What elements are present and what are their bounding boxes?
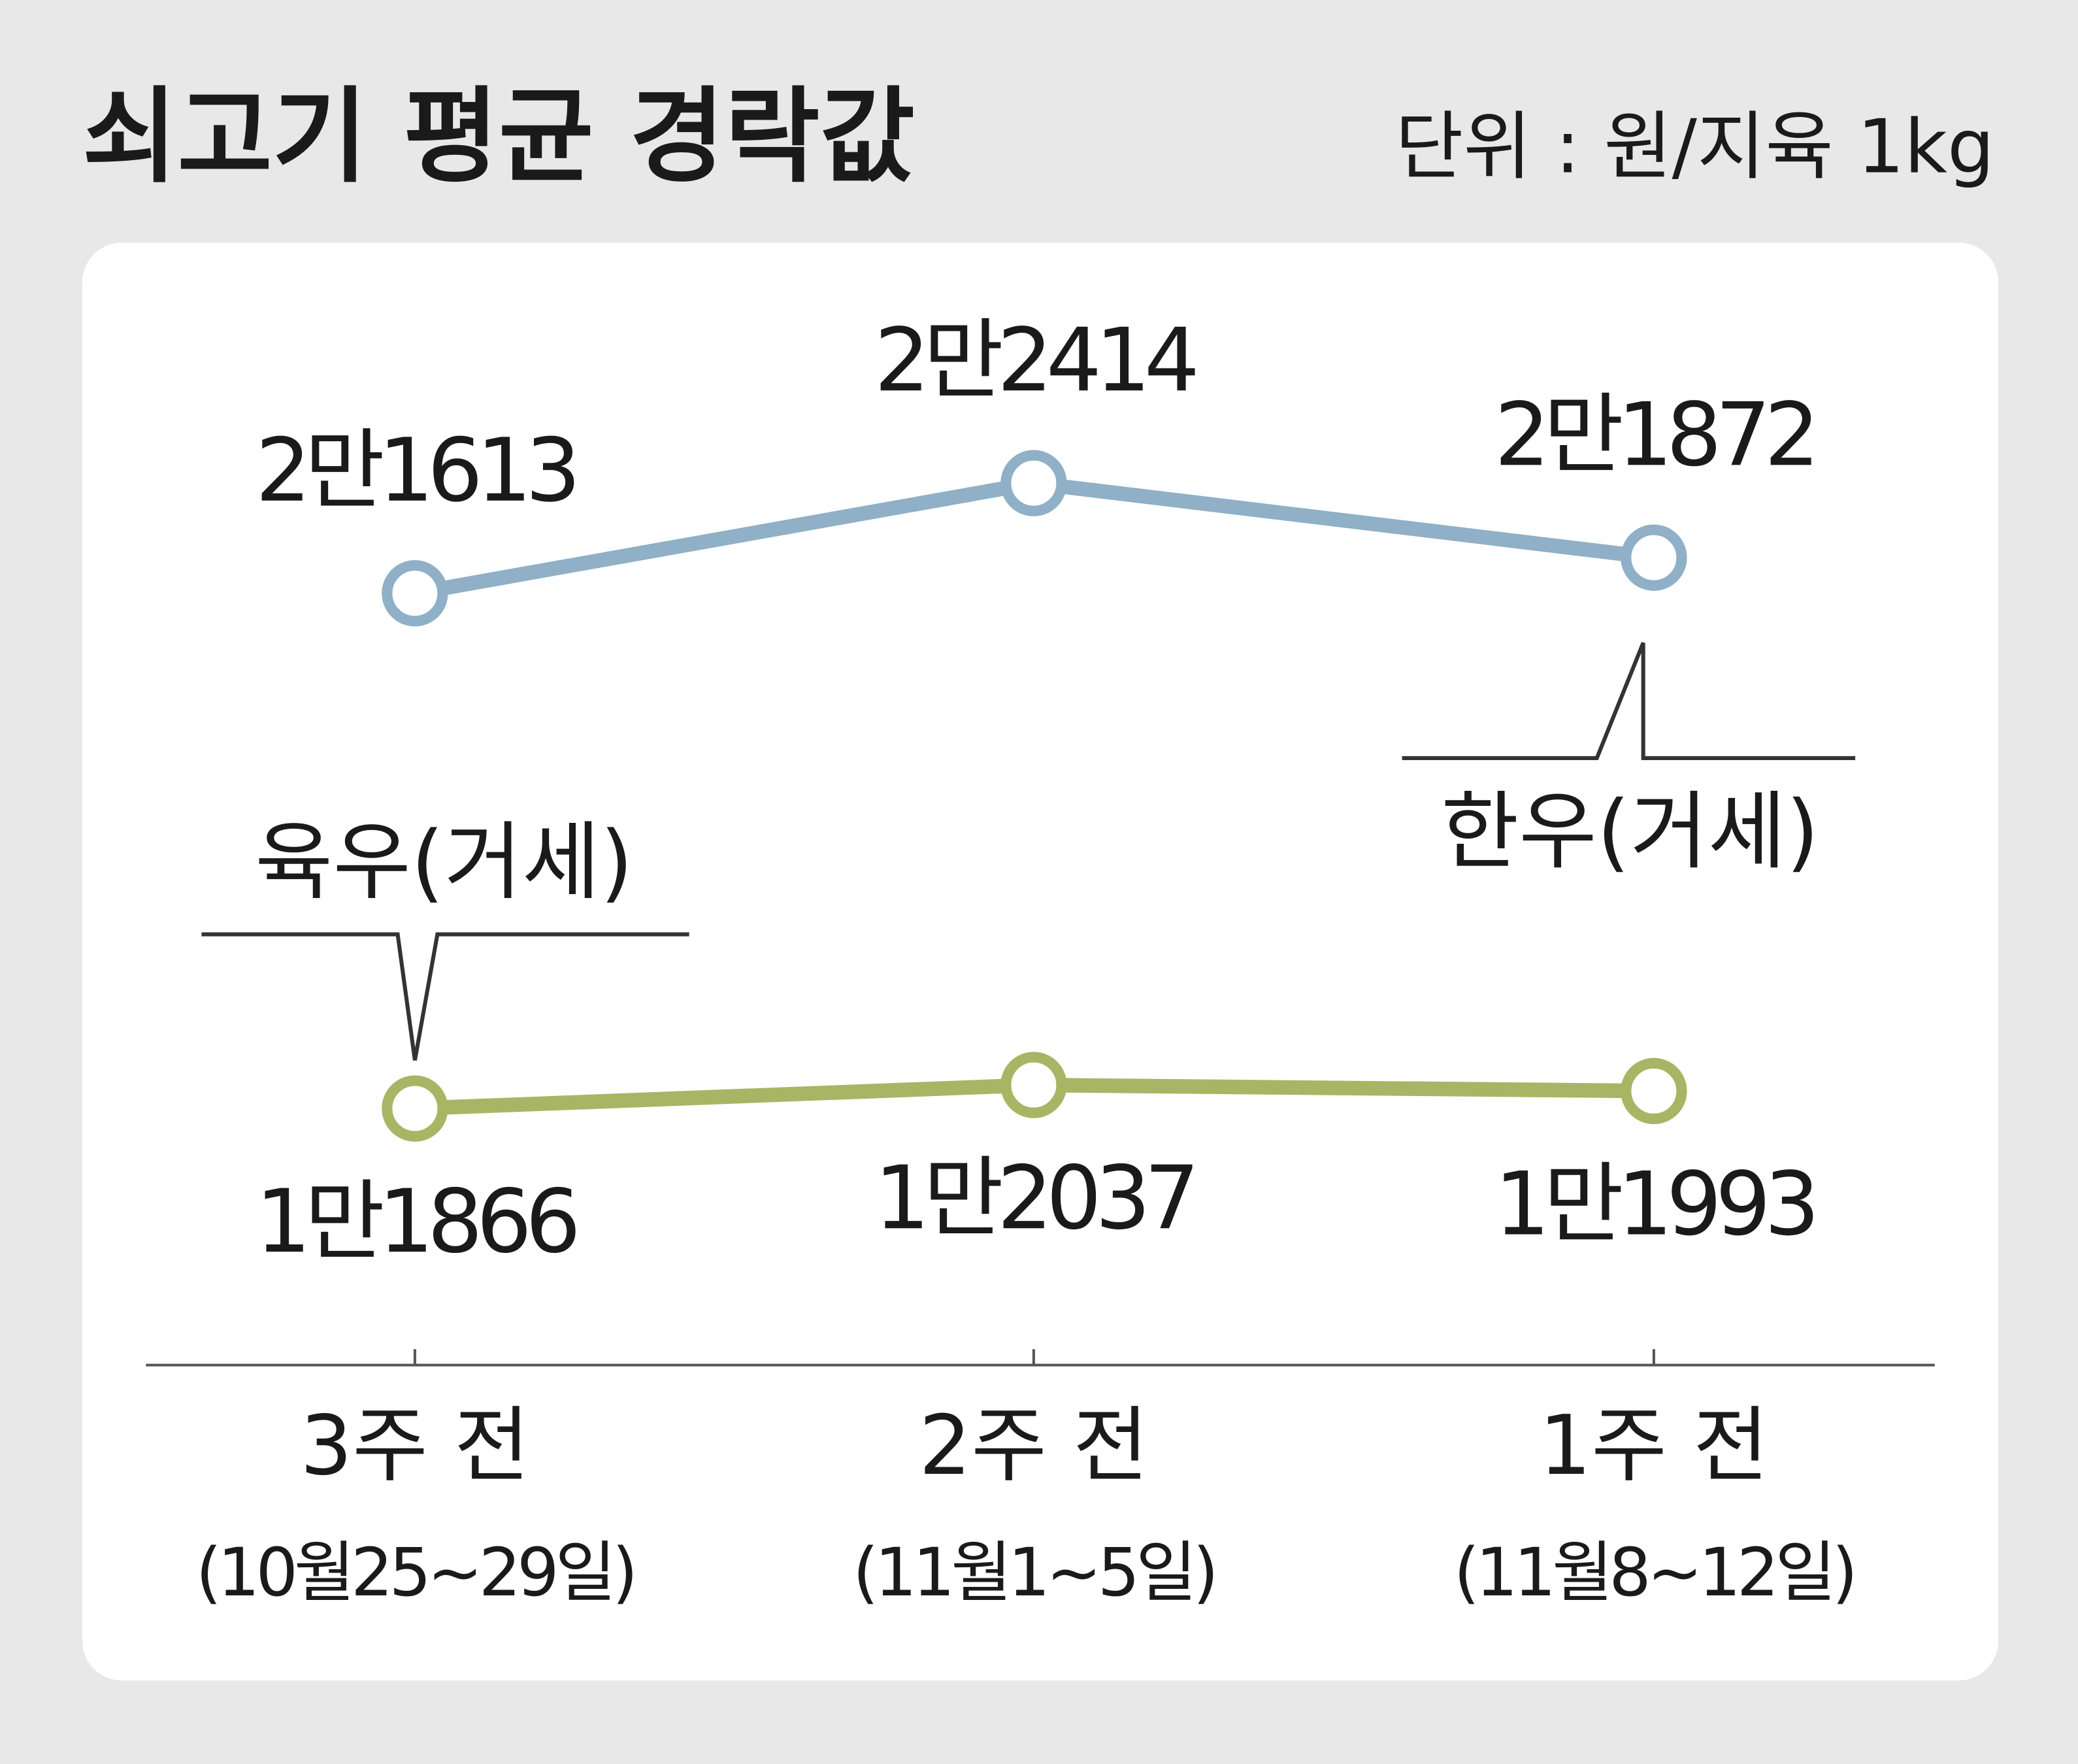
data-point <box>1000 450 1067 516</box>
data-point <box>1621 524 1687 591</box>
x-tick-sublabel: (11월8~12일) <box>1454 1534 1854 1611</box>
data-label: 1만1866 <box>256 1171 576 1273</box>
unit-label: 단위 : 원/지육 1kg <box>1395 104 1994 190</box>
data-label: 1만2037 <box>874 1147 1193 1249</box>
series-label: 육우(거세) <box>255 813 633 912</box>
data-point <box>382 560 448 627</box>
x-tick-label: 1주 전 <box>1539 1397 1768 1493</box>
data-label: 2만2414 <box>874 309 1195 411</box>
x-tick-sublabel: (10월25~29일) <box>196 1534 635 1611</box>
data-point <box>1621 1057 1687 1125</box>
x-tick-label: 3주 전 <box>300 1397 529 1493</box>
chart-title: 쇠고기 평균 경락값 <box>82 77 915 197</box>
data-label: 1만1993 <box>1494 1153 1813 1255</box>
data-label: 2만1613 <box>256 420 574 522</box>
data-point <box>382 1075 448 1142</box>
series-label: 한우(거세) <box>1441 782 1819 881</box>
callout <box>1402 642 1856 760</box>
plot-panel <box>82 242 1999 1681</box>
x-tick-sublabel: (11월1~5일) <box>853 1534 1215 1611</box>
callout <box>201 932 689 1061</box>
data-point <box>1000 1052 1067 1118</box>
data-label: 2만1872 <box>1494 384 1813 486</box>
x-tick-label: 2주 전 <box>919 1397 1148 1493</box>
